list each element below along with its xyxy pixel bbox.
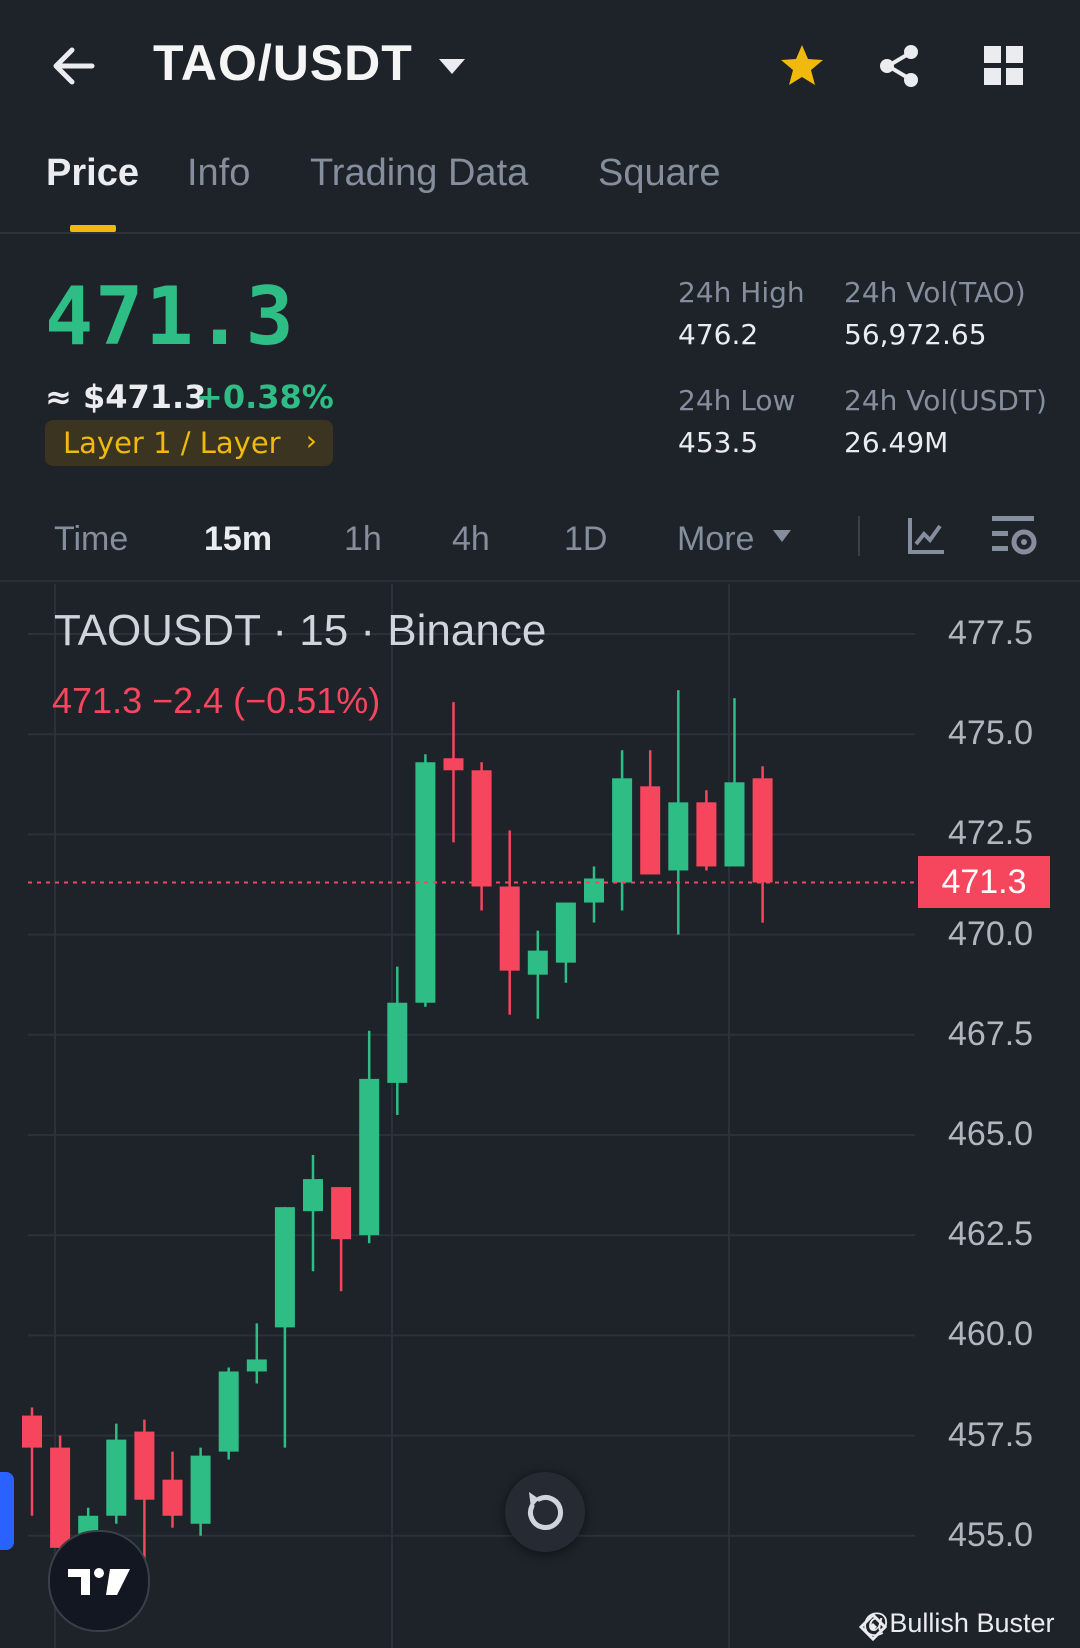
usd-price: ≈ $471.3: [45, 378, 207, 416]
pair-title[interactable]: TAO/USDT: [153, 35, 413, 91]
header-divider: [0, 232, 1080, 234]
candle-body: [555, 902, 576, 963]
vol-base-label: 24h Vol(TAO): [844, 276, 1026, 309]
candle-body: [499, 886, 520, 971]
candle-body: [443, 758, 464, 771]
interval-row-divider: [0, 580, 1080, 582]
category-tag[interactable]: Layer 1 / Layer ›: [45, 420, 333, 466]
binance-logo-icon: [858, 1612, 888, 1642]
candle-body: [106, 1439, 127, 1516]
interval-1d[interactable]: 1D: [564, 520, 608, 558]
candle-body: [246, 1359, 267, 1372]
tradingview-icon: [68, 1568, 130, 1595]
caret-down-icon: [439, 59, 465, 74]
candle-body: [668, 802, 689, 871]
last-price: 471.3: [45, 270, 296, 363]
side-drawer-tab[interactable]: [0, 1472, 14, 1550]
vol-base-value: 56,972.65: [844, 318, 987, 351]
candle-body: [584, 878, 604, 903]
y-tick-label: 467.5: [948, 1014, 1034, 1053]
chevron-right-icon: ›: [305, 424, 317, 457]
candle-body: [359, 1078, 380, 1236]
more-caret-icon: [772, 528, 792, 548]
vol-quote-value: 26.49M: [844, 426, 949, 459]
candle-body: [218, 1371, 239, 1452]
indicator-button[interactable]: [906, 516, 946, 556]
star-icon: [781, 45, 823, 85]
candle-body: [724, 782, 745, 867]
candle-body: [471, 770, 492, 887]
y-tick-label: 457.5: [948, 1415, 1034, 1454]
interval-more[interactable]: More: [677, 520, 755, 558]
share-button[interactable]: [875, 42, 923, 90]
grid-icon: [984, 46, 1023, 85]
candle-body: [640, 786, 661, 875]
candle-body: [134, 1431, 155, 1500]
tab-price[interactable]: Price: [46, 152, 139, 194]
y-tick-label: 460.0: [948, 1315, 1034, 1354]
layout-grid-button[interactable]: [982, 44, 1026, 88]
candle-body: [527, 950, 548, 975]
interval-time[interactable]: Time: [54, 520, 129, 558]
tab-square[interactable]: Square: [598, 152, 721, 194]
y-tick-label: 475.0: [948, 714, 1034, 753]
reset-chart-button[interactable]: [505, 1472, 585, 1552]
watermark: @Bullish Buster: [862, 1608, 1055, 1638]
candle-body: [190, 1455, 211, 1524]
back-button[interactable]: [48, 40, 100, 92]
tab-trading-data[interactable]: Trading Data: [310, 152, 529, 194]
active-tab-indicator: [70, 225, 116, 232]
tab-info[interactable]: Info: [187, 152, 251, 194]
tradingview-logo[interactable]: [48, 1530, 150, 1632]
interval-4h[interactable]: 4h: [452, 520, 490, 558]
y-tick-label: 455.0: [948, 1515, 1034, 1554]
candle-body: [162, 1479, 183, 1516]
y-tick-label: 462.5: [948, 1215, 1034, 1254]
candle-body: [696, 802, 717, 867]
chart-settings-button[interactable]: [990, 514, 1038, 558]
candle-body: [331, 1187, 352, 1240]
high-label: 24h High: [678, 276, 805, 309]
share-icon: [880, 45, 918, 87]
y-tick-label: 465.0: [948, 1115, 1034, 1153]
indicator-chart-icon: [908, 518, 944, 554]
candle-body: [303, 1179, 323, 1212]
candle-body: [22, 1415, 42, 1448]
settings-gear-icon: [992, 516, 1037, 555]
y-tick-label: 472.5: [948, 814, 1034, 853]
category-tag-label: Layer 1 / Layer: [63, 426, 281, 460]
interval-1h[interactable]: 1h: [344, 520, 382, 558]
low-value: 453.5: [678, 426, 759, 459]
vol-quote-label: 24h Vol(USDT): [844, 384, 1047, 417]
candle-body: [752, 778, 773, 883]
current-price-label: 471.3: [918, 856, 1050, 909]
interval-15m[interactable]: 15m: [204, 520, 273, 558]
chart-symbol-line: TAOUSDT · 15 · Binance: [54, 606, 547, 655]
y-tick-label: 470.0: [948, 914, 1034, 953]
low-label: 24h Low: [678, 384, 796, 417]
back-arrow-icon: [53, 47, 95, 85]
candle-body: [387, 1002, 408, 1083]
candle-body: [274, 1207, 295, 1328]
chart-change-line: 471.3 −2.4 (−0.51%): [52, 680, 381, 721]
candle-body: [612, 778, 633, 883]
candlestick-chart[interactable]: [0, 582, 1080, 1648]
refresh-icon: [528, 1492, 563, 1530]
pair-selector-button[interactable]: [436, 54, 468, 78]
high-value: 476.2: [678, 318, 759, 351]
favorite-button[interactable]: [778, 42, 826, 90]
candle-body: [50, 1447, 71, 1548]
interval-divider: [858, 516, 860, 556]
y-tick-label: 477.5: [948, 614, 1034, 652]
change-percent: +0.38%: [196, 378, 334, 416]
